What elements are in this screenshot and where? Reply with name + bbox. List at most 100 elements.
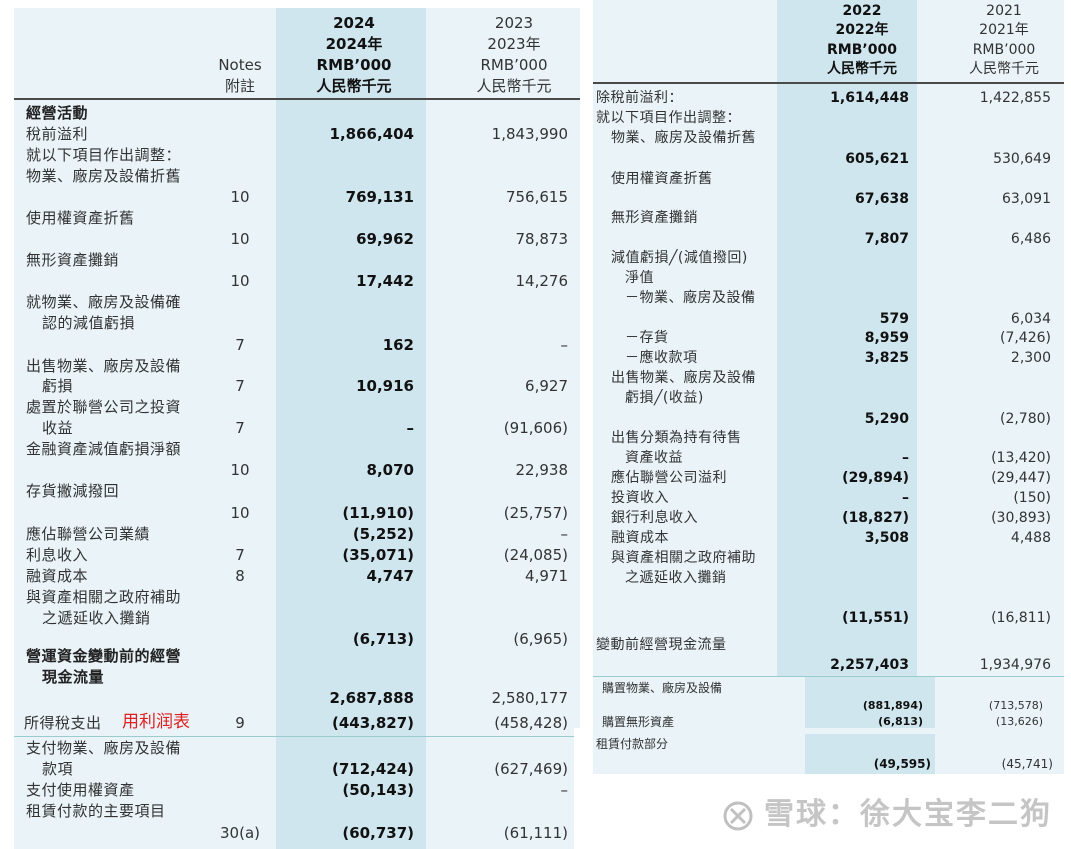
row-label: 租賃付款部分 xyxy=(596,737,669,751)
row-value-2022: 67,638 xyxy=(854,191,909,207)
highlight-block-2022 xyxy=(805,676,935,728)
row-value-2024: 4,747 xyxy=(366,567,414,585)
row-label: 淨值 xyxy=(625,270,654,286)
row-value-2024: (443,827) xyxy=(331,714,414,732)
row-label-cont: 認的減值虧損 xyxy=(42,314,136,332)
row-label-subtotal: 營運資金變動前的經營 xyxy=(26,647,182,665)
cashflow-extract-2022: 變動前經營現金流量 2,257,403 1,934,976 購置物業、廠房及設備… xyxy=(593,630,1064,774)
watermark-text: 雪球：徐大宝李二狗 xyxy=(764,797,1052,832)
row-label: 金融資產減值虧損淨額 xyxy=(26,440,182,458)
row-value-2024: (6,713) xyxy=(352,630,414,648)
row-label: 應佔聯營公司業績 xyxy=(26,525,151,543)
row-divider xyxy=(593,676,1064,677)
row-value-2024: (5,252) xyxy=(352,525,414,543)
row-label-cont: 資產收益 xyxy=(625,450,683,466)
row-value-2023: – xyxy=(560,781,569,799)
row-value-2021: (30,893) xyxy=(991,510,1051,526)
row-value-2023: 78,873 xyxy=(515,230,569,248)
row-label: 支付物業、廠房及設備 xyxy=(26,739,182,757)
row-label-cont: 之遞延收入攤銷 xyxy=(42,609,151,627)
highlight-column-2022 xyxy=(777,0,917,630)
row-value-2021: 1,422,855 xyxy=(979,90,1051,106)
row-value-2024: 10,916 xyxy=(356,377,414,395)
row-label: 除稅前溢利： xyxy=(596,90,683,106)
row-value-2023: 22,938 xyxy=(515,461,569,479)
row-value-2024: 17,442 xyxy=(356,272,414,290)
row-label: 減值虧損╱(減值撥回) xyxy=(611,250,748,266)
row-value-2023: (91,606) xyxy=(503,419,568,437)
row-value-2023: (24,085) xyxy=(503,546,568,564)
row-value-2022: 1,614,448 xyxy=(830,90,909,106)
notes-header-zh: 附註 xyxy=(224,77,255,95)
row-value-2023: (458,428) xyxy=(494,714,568,732)
row-value-2023: 4,971 xyxy=(525,567,568,585)
highlight-column-2024 xyxy=(276,712,426,849)
row-label: 融資成本 xyxy=(26,567,89,585)
col-2023-year: 2023 xyxy=(494,14,534,32)
row-note: 8 xyxy=(235,567,245,585)
row-note: 10 xyxy=(230,461,250,479)
row-value-2021: 2,300 xyxy=(1010,350,1051,366)
row-value-2023: (6,965) xyxy=(513,630,568,648)
row-value-2021: (13,626) xyxy=(995,715,1043,728)
row-value-2023: (627,469) xyxy=(494,760,568,778)
row-value-2022: 5,290 xyxy=(864,411,909,427)
row-value-2022: (6,813) xyxy=(878,715,923,728)
row-label: 出售物業、廠房及設備 xyxy=(26,357,182,375)
row-value-2023: (61,111) xyxy=(503,824,568,842)
row-value-2021: 530,649 xyxy=(993,151,1051,167)
row-label: 無形資產攤銷 xyxy=(611,210,698,226)
col-2024-year-zh: 2024年 xyxy=(325,35,383,53)
row-value-2021: (2,780) xyxy=(999,411,1051,427)
row-note: 10 xyxy=(230,272,250,290)
row-label: 銀行利息收入 xyxy=(611,510,698,526)
row-value-2024: 1,866,404 xyxy=(329,125,414,143)
row-note: 7 xyxy=(235,377,245,395)
row-value-2024: 8,070 xyxy=(366,461,414,479)
row-label: 與資產相關之政府補助 xyxy=(26,588,182,606)
col-2021-unit: RMB’000 xyxy=(972,42,1036,58)
col-2021-year-zh: 2021年 xyxy=(979,22,1029,38)
row-value-2024: (60,737) xyxy=(342,824,414,842)
header-divider xyxy=(593,82,1064,84)
row-label: 購置無形資產 xyxy=(602,715,675,729)
row-value-2021: 6,486 xyxy=(1010,231,1051,247)
row-label-cont: 款項 xyxy=(42,760,74,778)
row-value-2023: 1,843,990 xyxy=(491,125,568,143)
row-value-2022: (49,595) xyxy=(873,757,931,771)
row-label: 物業、廠房及設備折舊 xyxy=(611,130,756,146)
row-value-2022: (18,827) xyxy=(842,510,909,526)
row-value-2022: (11,551) xyxy=(842,610,909,626)
row-value-2023: – xyxy=(560,336,569,354)
row-value-2022: 605,621 xyxy=(845,151,909,167)
row-value-2022: 3,508 xyxy=(864,530,909,546)
row-value-2021: (13,420) xyxy=(991,450,1051,466)
row-value-2024: 769,131 xyxy=(345,188,414,206)
row-value-2023-subtotal: 2,580,177 xyxy=(491,689,568,707)
row-label-cont: 收益 xyxy=(42,419,74,437)
row-label: 就以下項目作出調整： xyxy=(596,110,741,126)
row-value-2024: (11,910) xyxy=(342,504,414,522)
row-value-2023: – xyxy=(560,525,569,543)
row-note: 9 xyxy=(235,714,245,732)
row-value-2022-subtotal: 2,257,403 xyxy=(830,657,909,673)
row-value-2021: (713,578) xyxy=(988,699,1043,712)
row-value-2024: 162 xyxy=(382,336,414,354)
row-value-2021: 63,091 xyxy=(1002,191,1051,207)
row-label: －存貨 xyxy=(625,330,669,346)
row-value-2021: (29,447) xyxy=(991,470,1051,486)
col-2022-year: 2022 xyxy=(842,3,882,19)
row-label: 融資成本 xyxy=(611,530,669,546)
highlight-column-2024 xyxy=(276,8,426,728)
annotation-use-income-statement: 用利润表 xyxy=(122,712,190,732)
row-label-cont: 之遞延收入攤銷 xyxy=(625,570,727,586)
notes-header-en: Notes xyxy=(218,56,262,74)
row-label: 出售物業、廠房及設備 xyxy=(611,370,756,386)
row-value-2022: (881,894) xyxy=(862,699,923,712)
highlight-column-2022 xyxy=(777,630,917,676)
row-label: 無形資產攤銷 xyxy=(26,251,120,269)
row-note: 10 xyxy=(230,188,250,206)
col-2021-unit-zh: 人民幣千元 xyxy=(969,61,1039,77)
row-label-cont: 虧損╱(收益) xyxy=(625,390,704,406)
col-2024-year: 2024 xyxy=(333,14,375,32)
